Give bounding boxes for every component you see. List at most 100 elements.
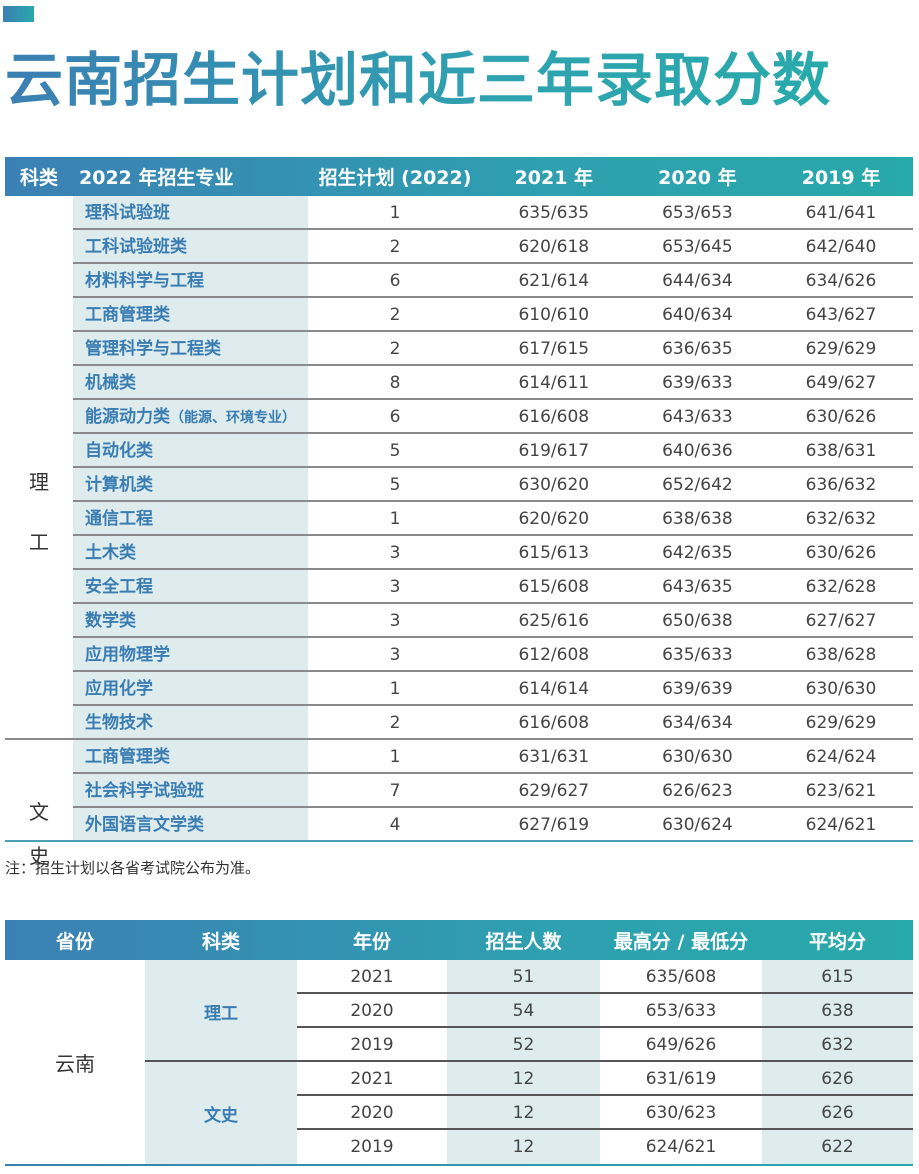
score-2021: 620/618 xyxy=(518,237,590,257)
year-cell: 2019 xyxy=(350,1137,394,1157)
page-title: 云南招生计划和近三年录取分数 xyxy=(5,40,831,120)
count-cell: 51 xyxy=(447,960,600,994)
plan-cell: 5 xyxy=(389,475,401,495)
header-count: 招生人数 xyxy=(485,930,562,953)
group-label-liberal-arts: 文 xyxy=(29,800,49,824)
header-year: 年份 xyxy=(352,930,391,953)
score-2020: 635/633 xyxy=(662,645,733,665)
score-2021: 615/613 xyxy=(518,543,590,563)
plan-cell: 2 xyxy=(389,339,401,359)
major-name: 理科试验班 xyxy=(73,196,308,230)
table-row: 工科试验班类 2 620/618 653/645 642/640 xyxy=(5,230,913,264)
score-2021: 616/608 xyxy=(518,713,590,733)
average-cell: 626 xyxy=(762,1062,913,1096)
province-cell: 云南 xyxy=(55,1051,95,1076)
table-row: 应用物理学 3 612/608 635/633 638/628 xyxy=(5,638,913,672)
group-label-science: 理 xyxy=(29,470,49,494)
score-2021: 614/614 xyxy=(518,679,590,699)
score-2019: 630/626 xyxy=(805,407,877,427)
table-row: 通信工程 1 620/620 638/638 632/632 xyxy=(5,502,913,536)
major-note: （能源、环境专业） xyxy=(170,410,296,426)
table-row: 自动化类 5 619/617 640/636 638/631 xyxy=(5,434,913,468)
table-row: 工商管理类 2 610/610 640/634 643/627 xyxy=(5,298,913,332)
major-label: 外国语言文学类 xyxy=(85,815,204,835)
table-row: 外国语言文学类 4 627/619 630/624 624/621 xyxy=(5,808,913,842)
summary-rows: 2021 51 635/608 615 2020 54 653/633 638 2019 52 64… xyxy=(297,960,913,1164)
score-2019: 638/628 xyxy=(805,645,877,665)
major-name: 机械类 xyxy=(73,366,308,400)
major-name: 外国语言文学类 xyxy=(73,808,308,842)
table-row: 计算机类 5 630/620 652/642 636/632 xyxy=(5,468,913,502)
score-2019: 641/641 xyxy=(805,203,877,223)
average-cell: 622 xyxy=(762,1130,913,1164)
count-cell: 12 xyxy=(447,1130,600,1164)
table-row: 2019 52 649/626 632 xyxy=(297,1028,913,1062)
major-name: 能源动力类（能源、环境专业） xyxy=(73,400,308,434)
table-header: 科类 2022 年招生专业 招生计划 (2022) 2021 年 2020 年 … xyxy=(5,157,913,196)
count-cell: 54 xyxy=(447,994,600,1028)
score-2020: 639/633 xyxy=(662,373,733,393)
major-label: 材料科学与工程 xyxy=(85,271,204,291)
table-header: 省份 科类 年份 招生人数 最高分 / 最低分 平均分 xyxy=(5,920,913,960)
major-name: 工商管理类 xyxy=(73,298,308,332)
score-2021: 631/631 xyxy=(518,747,590,767)
major-label: 机械类 xyxy=(85,373,136,393)
header-average: 平均分 xyxy=(808,930,866,953)
score-2021: 635/635 xyxy=(518,203,590,223)
score-2020: 653/653 xyxy=(662,203,733,223)
table-body: 云南 理工 文史 2021 51 635/608 615 2020 54 653/633 63… xyxy=(5,960,913,1166)
score-2019: 638/631 xyxy=(805,441,877,461)
header-major: 2022 年招生专业 xyxy=(79,167,234,189)
table-row: 理科试验班 1 635/635 653/653 641/641 xyxy=(5,196,913,230)
score-2020: 643/635 xyxy=(662,577,733,597)
average-cell: 615 xyxy=(762,960,913,994)
high-low-cell: 631/619 xyxy=(645,1069,717,1089)
score-2021: 617/615 xyxy=(518,339,590,359)
major-name: 工商管理类 xyxy=(73,740,308,774)
major-label: 自动化类 xyxy=(85,441,153,461)
accent-bar xyxy=(3,6,34,22)
score-2019: 624/624 xyxy=(805,747,877,767)
major-label: 安全工程 xyxy=(85,577,153,597)
table-row: 数学类 3 625/616 650/638 627/627 xyxy=(5,604,913,638)
score-2021: 621/614 xyxy=(518,271,590,291)
major-name: 数学类 xyxy=(73,604,308,638)
major-label: 数学类 xyxy=(85,611,136,631)
admission-plan-table: 科类 2022 年招生专业 招生计划 (2022) 2021 年 2020 年 … xyxy=(5,157,913,868)
score-2020: 636/635 xyxy=(662,339,733,359)
header-high-low: 最高分 / 最低分 xyxy=(613,930,749,953)
plan-cell: 4 xyxy=(389,815,401,835)
table-body: 理 工 文 史 理科试验班 1 635/635 653/653 641/641 工科试验班… xyxy=(5,196,913,868)
table-row: 管理科学与工程类 2 617/615 636/635 629/629 xyxy=(5,332,913,366)
score-2020: 634/634 xyxy=(662,713,733,733)
major-label: 计算机类 xyxy=(85,475,153,495)
major-name: 应用物理学 xyxy=(73,638,308,672)
score-2020: 653/645 xyxy=(662,237,733,257)
score-2021: 615/608 xyxy=(518,577,590,597)
count-cell: 12 xyxy=(447,1062,600,1096)
table-row: 2019 12 624/621 622 xyxy=(297,1130,913,1164)
table-row: 2021 51 635/608 615 xyxy=(297,960,913,994)
major-name: 应用化学 xyxy=(73,672,308,706)
table-row: 材料科学与工程 6 621/614 644/634 634/626 xyxy=(5,264,913,298)
high-low-cell: 630/623 xyxy=(645,1103,717,1123)
score-2021: 612/608 xyxy=(518,645,590,665)
plan-cell: 3 xyxy=(389,577,401,597)
header-province: 省份 xyxy=(55,930,94,953)
score-2020: 643/633 xyxy=(662,407,733,427)
plan-cell: 3 xyxy=(389,543,401,563)
admission-summary-table: 省份 科类 年份 招生人数 最高分 / 最低分 平均分 云南 理工 文史 202… xyxy=(5,920,913,1166)
major-label: 能源动力类 xyxy=(85,407,170,427)
table-row: 2021 12 631/619 626 xyxy=(297,1062,913,1096)
plan-cell: 6 xyxy=(389,407,401,427)
plan-cell: 2 xyxy=(389,713,401,733)
table-bottom-border xyxy=(5,1164,913,1166)
header-2020: 2020 年 xyxy=(658,167,737,189)
table-row: 2020 54 653/633 638 xyxy=(297,994,913,1028)
score-2019: 632/632 xyxy=(805,509,877,529)
high-low-cell: 653/633 xyxy=(645,1001,717,1021)
score-2020: 630/630 xyxy=(662,747,733,767)
major-label: 工商管理类 xyxy=(85,305,170,325)
score-2020: 638/638 xyxy=(662,509,733,529)
group-label-science: 工 xyxy=(29,530,49,554)
